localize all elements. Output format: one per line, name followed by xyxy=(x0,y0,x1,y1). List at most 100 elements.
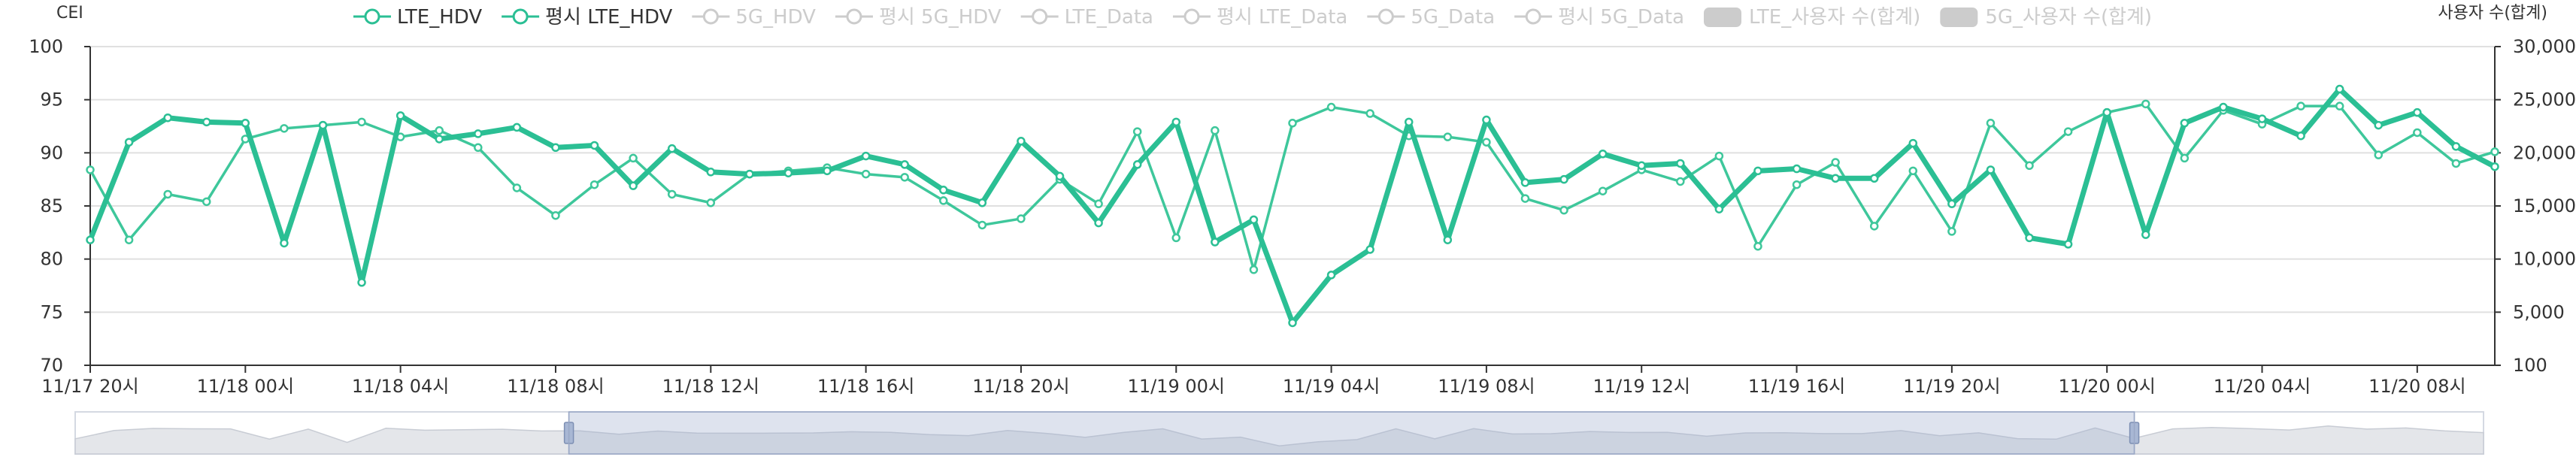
legend-item[interactable]: 5G_사용자 수(합계) xyxy=(1940,6,2152,29)
data-point xyxy=(1676,177,1685,186)
data-point xyxy=(745,169,754,179)
data-point xyxy=(1520,178,1530,187)
data-point xyxy=(939,196,948,205)
data-point xyxy=(589,180,599,189)
x-tick-label: 11/19 04시 xyxy=(1283,376,1380,397)
data-point xyxy=(823,166,832,176)
y-right-tick-label: 25,000 xyxy=(2513,89,2576,110)
legend-item[interactable]: LTE_사용자 수(합계) xyxy=(1704,6,1920,29)
data-point xyxy=(977,220,987,230)
data-point xyxy=(1211,238,1220,247)
data-point xyxy=(435,135,444,144)
data-point xyxy=(474,143,483,153)
data-zoom-slider[interactable] xyxy=(74,411,2484,455)
data-point xyxy=(1753,166,1762,176)
data-point xyxy=(2413,128,2422,138)
data-point xyxy=(2490,147,2499,156)
data-point xyxy=(163,113,172,123)
x-tick-label: 11/18 08시 xyxy=(507,376,604,397)
zoom-selection[interactable] xyxy=(568,411,2135,455)
data-point xyxy=(241,119,250,128)
data-point xyxy=(1365,245,1374,254)
legend-label: 평시 LTE_HDV xyxy=(545,6,672,29)
y-right-tick-label: 10,000 xyxy=(2513,249,2576,270)
data-point xyxy=(629,181,638,190)
x-tick-label: 11/19 00시 xyxy=(1128,376,1225,397)
data-point xyxy=(2335,84,2344,94)
data-point xyxy=(551,143,560,153)
data-point xyxy=(86,235,95,244)
legend: LTE_HDV 평시 LTE_HDV 5G_HDV 평시 5G_HDV LTE_Data… xyxy=(353,6,2152,29)
series-평시 LTE_HDV xyxy=(86,99,2499,274)
zoom-preview-area xyxy=(74,425,2484,455)
data-point xyxy=(1211,126,1220,135)
x-tick-label: 11/18 20시 xyxy=(972,376,1069,397)
data-point xyxy=(474,129,483,138)
data-point xyxy=(2102,107,2111,117)
data-point xyxy=(1714,204,1724,213)
legend-circle-icon xyxy=(1032,8,1048,25)
data-point xyxy=(861,151,871,161)
data-point xyxy=(395,111,405,120)
legend-label: LTE_Data xyxy=(1065,6,1153,29)
y-tick-label: 85 xyxy=(40,195,63,216)
data-point xyxy=(1831,174,1840,183)
legend-item[interactable]: 평시 5G_Data xyxy=(1514,6,1684,29)
data-point xyxy=(1598,150,1608,159)
y-tick-label: 95 xyxy=(40,89,63,110)
data-point xyxy=(900,173,909,182)
data-point xyxy=(1017,137,1026,146)
legend-item[interactable]: 5G_Data xyxy=(1367,6,1495,29)
legend-circle-icon xyxy=(1377,8,1394,25)
y-tick-label: 80 xyxy=(40,249,63,270)
data-point xyxy=(2451,142,2461,151)
data-point xyxy=(124,235,134,244)
legend-item[interactable]: 평시 5G_HDV xyxy=(835,6,1002,29)
data-point xyxy=(280,238,289,248)
legend-item[interactable]: 5G_HDV xyxy=(692,6,816,29)
y-axis-left-title: CEI xyxy=(56,4,83,23)
y-right-tick-label: 20,000 xyxy=(2513,142,2576,163)
data-point xyxy=(1753,241,1762,251)
legend-item[interactable]: 평시 LTE_Data xyxy=(1172,6,1347,29)
data-point xyxy=(1094,218,1103,228)
data-point xyxy=(2141,230,2150,239)
data-point xyxy=(2490,162,2499,171)
data-point xyxy=(2296,131,2305,141)
legend-item[interactable]: 평시 LTE_HDV xyxy=(502,6,673,29)
legend-circle-icon xyxy=(846,8,862,25)
data-point xyxy=(667,189,677,199)
legend-bar-icon xyxy=(1704,8,1742,27)
data-point xyxy=(1792,180,1802,189)
data-point xyxy=(551,210,560,220)
data-point xyxy=(1869,174,1879,183)
data-point xyxy=(939,186,948,195)
data-point xyxy=(1831,158,1840,167)
data-point xyxy=(706,198,716,207)
data-point xyxy=(1326,271,1336,280)
data-point xyxy=(2413,107,2422,117)
legend-item[interactable]: LTE_Data xyxy=(1020,6,1153,29)
x-tick-label: 11/17 20시 xyxy=(41,376,138,397)
legend-circle-icon xyxy=(364,8,380,25)
data-point xyxy=(1017,214,1026,223)
data-point xyxy=(1520,194,1530,203)
legend-label: 평시 5G_HDV xyxy=(879,6,1002,29)
data-point xyxy=(977,198,987,207)
y-right-tick-label: 30,000 xyxy=(2513,36,2576,57)
y-right-tick-label: 15,000 xyxy=(2513,195,2576,216)
legend-label: 평시 LTE_Data xyxy=(1217,6,1347,29)
data-point xyxy=(1055,171,1065,181)
data-point xyxy=(1326,102,1336,112)
legend-item[interactable]: LTE_HDV xyxy=(353,6,482,29)
data-point xyxy=(1171,117,1181,127)
y-right-tick-label: 100 xyxy=(2513,355,2547,376)
data-point xyxy=(1094,199,1103,208)
data-point xyxy=(2025,161,2034,171)
data-point xyxy=(512,183,522,192)
legend-label: 5G_Data xyxy=(1411,6,1495,29)
data-point xyxy=(357,278,366,287)
data-point xyxy=(2180,119,2190,128)
